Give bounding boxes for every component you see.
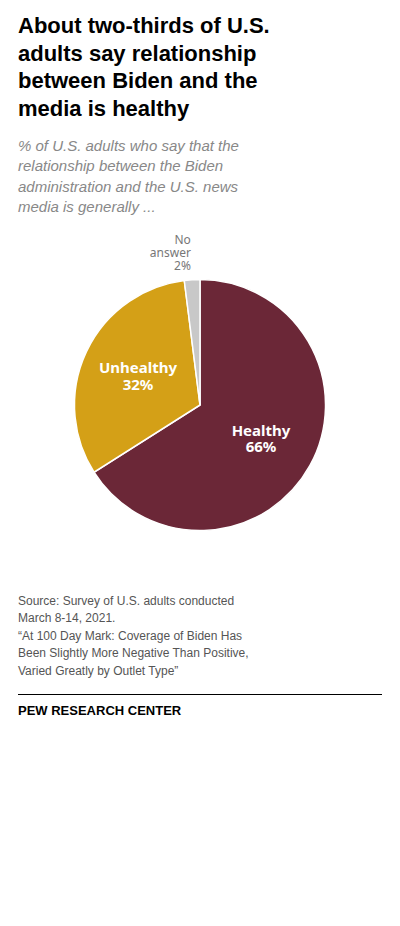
svg-text:Healthy66%: Healthy66% [232, 420, 291, 457]
html-text:About two-thirds of U.S. adult: About two-thirds of U.S. adults say rela… [18, 13, 270, 121]
svg-text:Noanswer2%: Noanswer2% [150, 231, 191, 274]
html-text:PEW RESEARCH CENTER: PEW RESEARCH CENTER [18, 703, 182, 718]
html-text:% of U.S. adults who say that: % of U.S. adults who say that the relati… [18, 137, 239, 215]
html-text:Source: Survey of U.S. adults: Source: Survey of U.S. adults conducted … [18, 594, 249, 678]
svg-text:Unhealthy32%: Unhealthy32% [99, 357, 178, 394]
